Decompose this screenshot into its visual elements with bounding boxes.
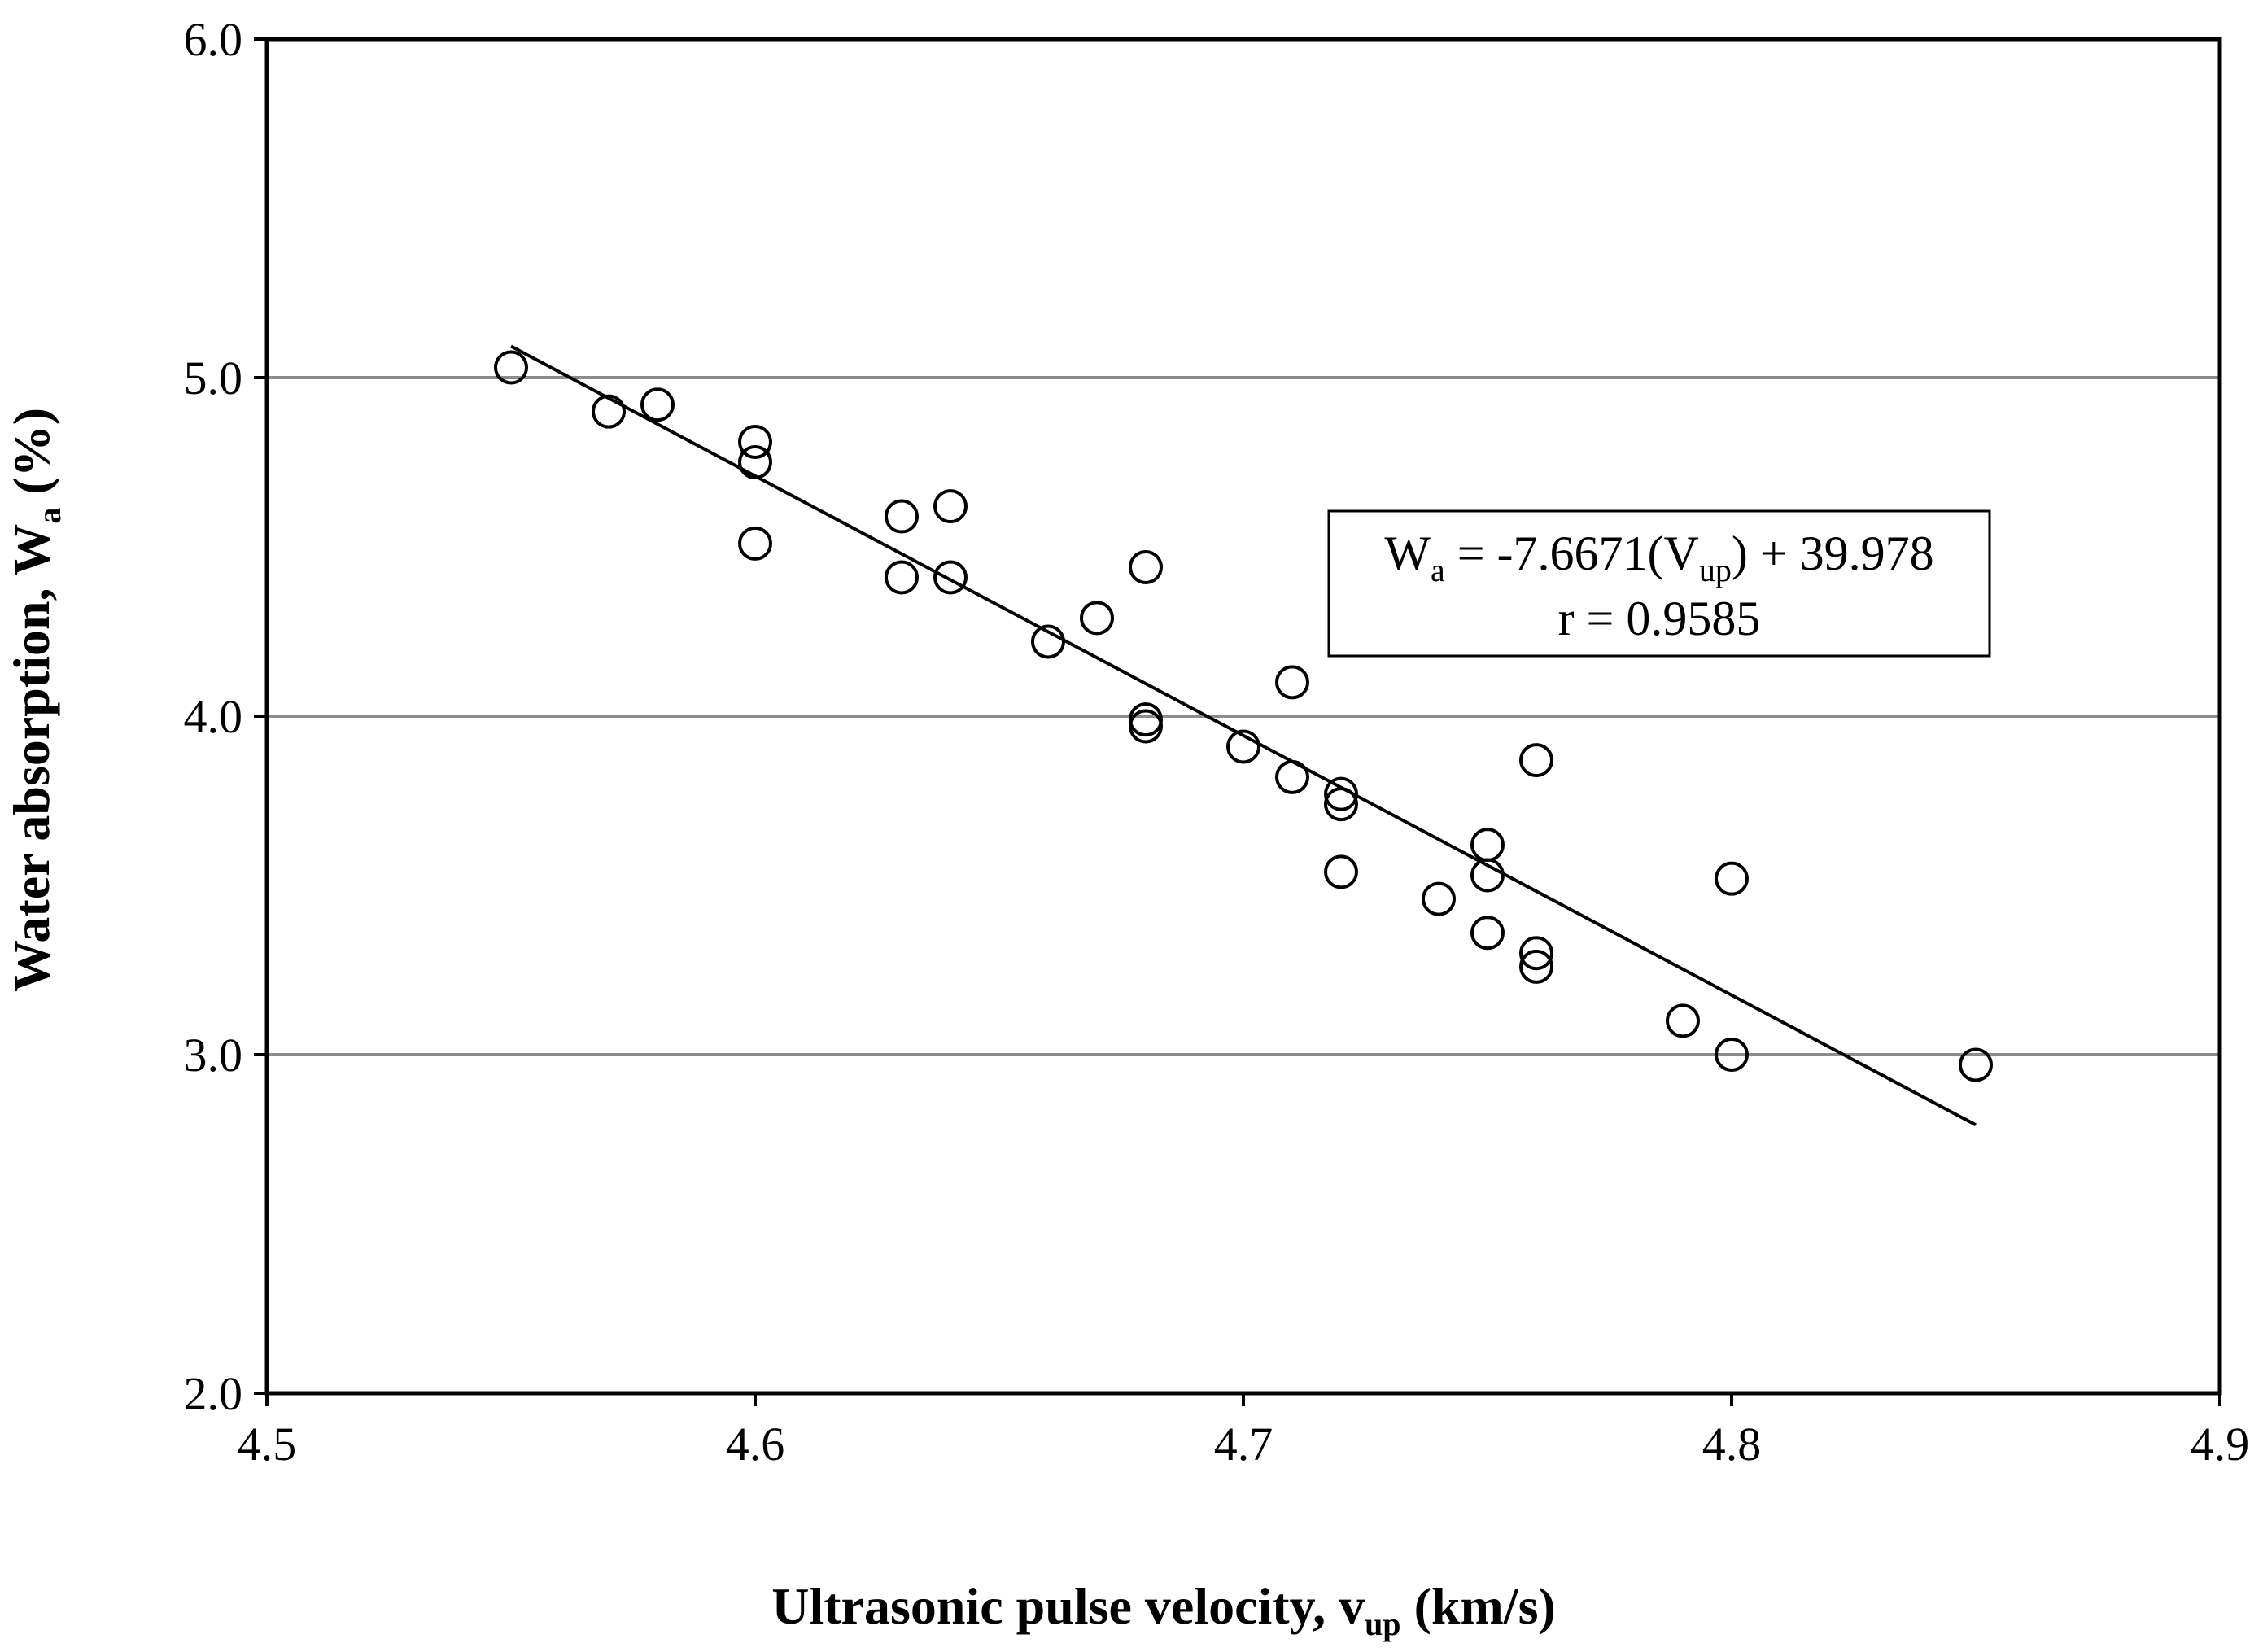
data-point bbox=[933, 560, 968, 595]
data-point bbox=[1324, 854, 1358, 889]
data-point bbox=[1715, 1038, 1749, 1072]
trendline-layer bbox=[510, 344, 1977, 1127]
y-tick-label: 5.0 bbox=[184, 352, 243, 404]
y-axis-title-main: Water absorption, W bbox=[2, 524, 60, 992]
y-tick-label: 6.0 bbox=[184, 13, 243, 66]
data-points bbox=[494, 350, 1993, 1082]
equation-mid-sub: up bbox=[1699, 552, 1732, 588]
data-point bbox=[592, 394, 626, 429]
x-tick-label: 4.6 bbox=[726, 1418, 785, 1471]
tick-labels: 4.5 4.6 4.7 4.8 4.9 2.0 3.0 4.0 5.0 6.0 bbox=[184, 13, 2250, 1471]
data-point bbox=[1470, 916, 1505, 951]
x-axis-title-main: Ultrasonic pulse velocity, v bbox=[771, 1577, 1365, 1635]
data-point bbox=[1715, 861, 1749, 896]
x-tick-label: 4.9 bbox=[2191, 1418, 2250, 1471]
data-point bbox=[1129, 702, 1163, 737]
data-point bbox=[1666, 1003, 1700, 1038]
data-point bbox=[1226, 729, 1260, 764]
data-point bbox=[885, 560, 919, 595]
data-point bbox=[1080, 601, 1114, 636]
data-point bbox=[1519, 936, 1553, 971]
y-axis-title: Water absorption, Wa (%) bbox=[2, 408, 68, 992]
axes bbox=[254, 37, 2222, 1406]
data-point bbox=[1324, 787, 1358, 822]
gridlines bbox=[267, 376, 2220, 1056]
y-axis-title-unit: (%) bbox=[2, 408, 60, 508]
data-point bbox=[738, 526, 772, 561]
data-point bbox=[1470, 858, 1505, 893]
data-point bbox=[1422, 881, 1456, 916]
data-point bbox=[640, 387, 675, 422]
data-point bbox=[1031, 624, 1065, 659]
y-tick-label: 3.0 bbox=[184, 1029, 243, 1082]
data-point bbox=[1129, 709, 1163, 744]
data-point bbox=[885, 499, 919, 534]
data-point bbox=[494, 350, 528, 385]
x-axis-title-unit: (km/s) bbox=[1401, 1577, 1556, 1635]
x-tick-label: 4.5 bbox=[238, 1418, 297, 1471]
x-axis-title-sub: up bbox=[1365, 1606, 1401, 1642]
data-point bbox=[1275, 665, 1309, 700]
data-point bbox=[1519, 743, 1553, 778]
data-point bbox=[1275, 759, 1309, 794]
equation-box: Wa = -7.6671(Vup) + 39.978 r = 0.9585 bbox=[1327, 509, 1991, 658]
data-point bbox=[738, 445, 772, 479]
data-point bbox=[933, 489, 968, 524]
trendline bbox=[510, 344, 1977, 1127]
equation-lhs-sub: a bbox=[1431, 552, 1445, 588]
y-axis-title-sub: a bbox=[31, 508, 68, 524]
x-tick-label: 4.8 bbox=[1702, 1418, 1762, 1471]
equation-rhs: ) + 39.978 bbox=[1732, 527, 1934, 580]
data-point bbox=[1470, 828, 1505, 863]
equation-box-border bbox=[1327, 509, 1991, 658]
equation-text: Wa = -7.6671(Vup) + 39.978 bbox=[1384, 527, 1933, 588]
x-tick-label: 4.7 bbox=[1214, 1418, 1273, 1471]
equation-lhs: W bbox=[1384, 527, 1431, 580]
y-tick-label: 2.0 bbox=[184, 1367, 243, 1420]
data-point bbox=[1959, 1047, 1993, 1082]
equation-mid: = -7.6671(V bbox=[1445, 527, 1699, 580]
data-point bbox=[1324, 776, 1358, 811]
data-point bbox=[1519, 949, 1553, 984]
y-tick-label: 4.0 bbox=[184, 690, 243, 743]
data-point bbox=[738, 425, 772, 460]
correlation-text: r = 0.9585 bbox=[1558, 592, 1761, 645]
data-point bbox=[1129, 549, 1163, 584]
x-axis-title: Ultrasonic pulse velocity, vup (km/s) bbox=[771, 1577, 1556, 1642]
